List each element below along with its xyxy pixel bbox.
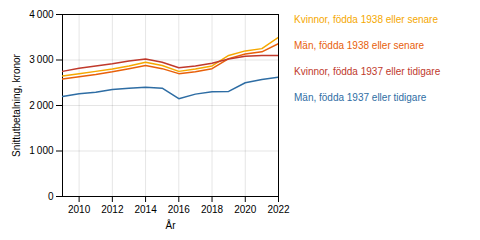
svg-text:2010: 2010 <box>68 204 91 215</box>
svg-text:2012: 2012 <box>101 204 124 215</box>
svg-text:2 000: 2 000 <box>29 100 54 111</box>
svg-text:3 000: 3 000 <box>29 54 54 65</box>
svg-text:2022: 2022 <box>267 204 290 215</box>
svg-text:0: 0 <box>48 191 54 202</box>
svg-text:Snittutbetalning, kronor: Snittutbetalning, kronor <box>11 53 22 157</box>
html-text:Kvinnor, födda 1938 eller sena: Kvinnor, födda 1938 eller senare <box>294 14 438 25</box>
svg-text:4 000: 4 000 <box>29 9 54 20</box>
svg-text:2016: 2016 <box>168 204 191 215</box>
svg-text:1 000: 1 000 <box>29 145 54 156</box>
svg-text:2018: 2018 <box>201 204 224 215</box>
html-text:Män, födda 1937 eller tidigare: Män, födda 1937 eller tidigare <box>294 92 427 103</box>
html-text:Kvinnor, födda 1937 eller tidi: Kvinnor, födda 1937 eller tidigare <box>294 66 441 77</box>
svg-text:2014: 2014 <box>134 204 157 215</box>
html-text:Män, födda 1938 eller senare: Män, födda 1938 eller senare <box>294 40 425 51</box>
svg-text:2020: 2020 <box>234 204 257 215</box>
svg-text:År: År <box>166 219 177 231</box>
